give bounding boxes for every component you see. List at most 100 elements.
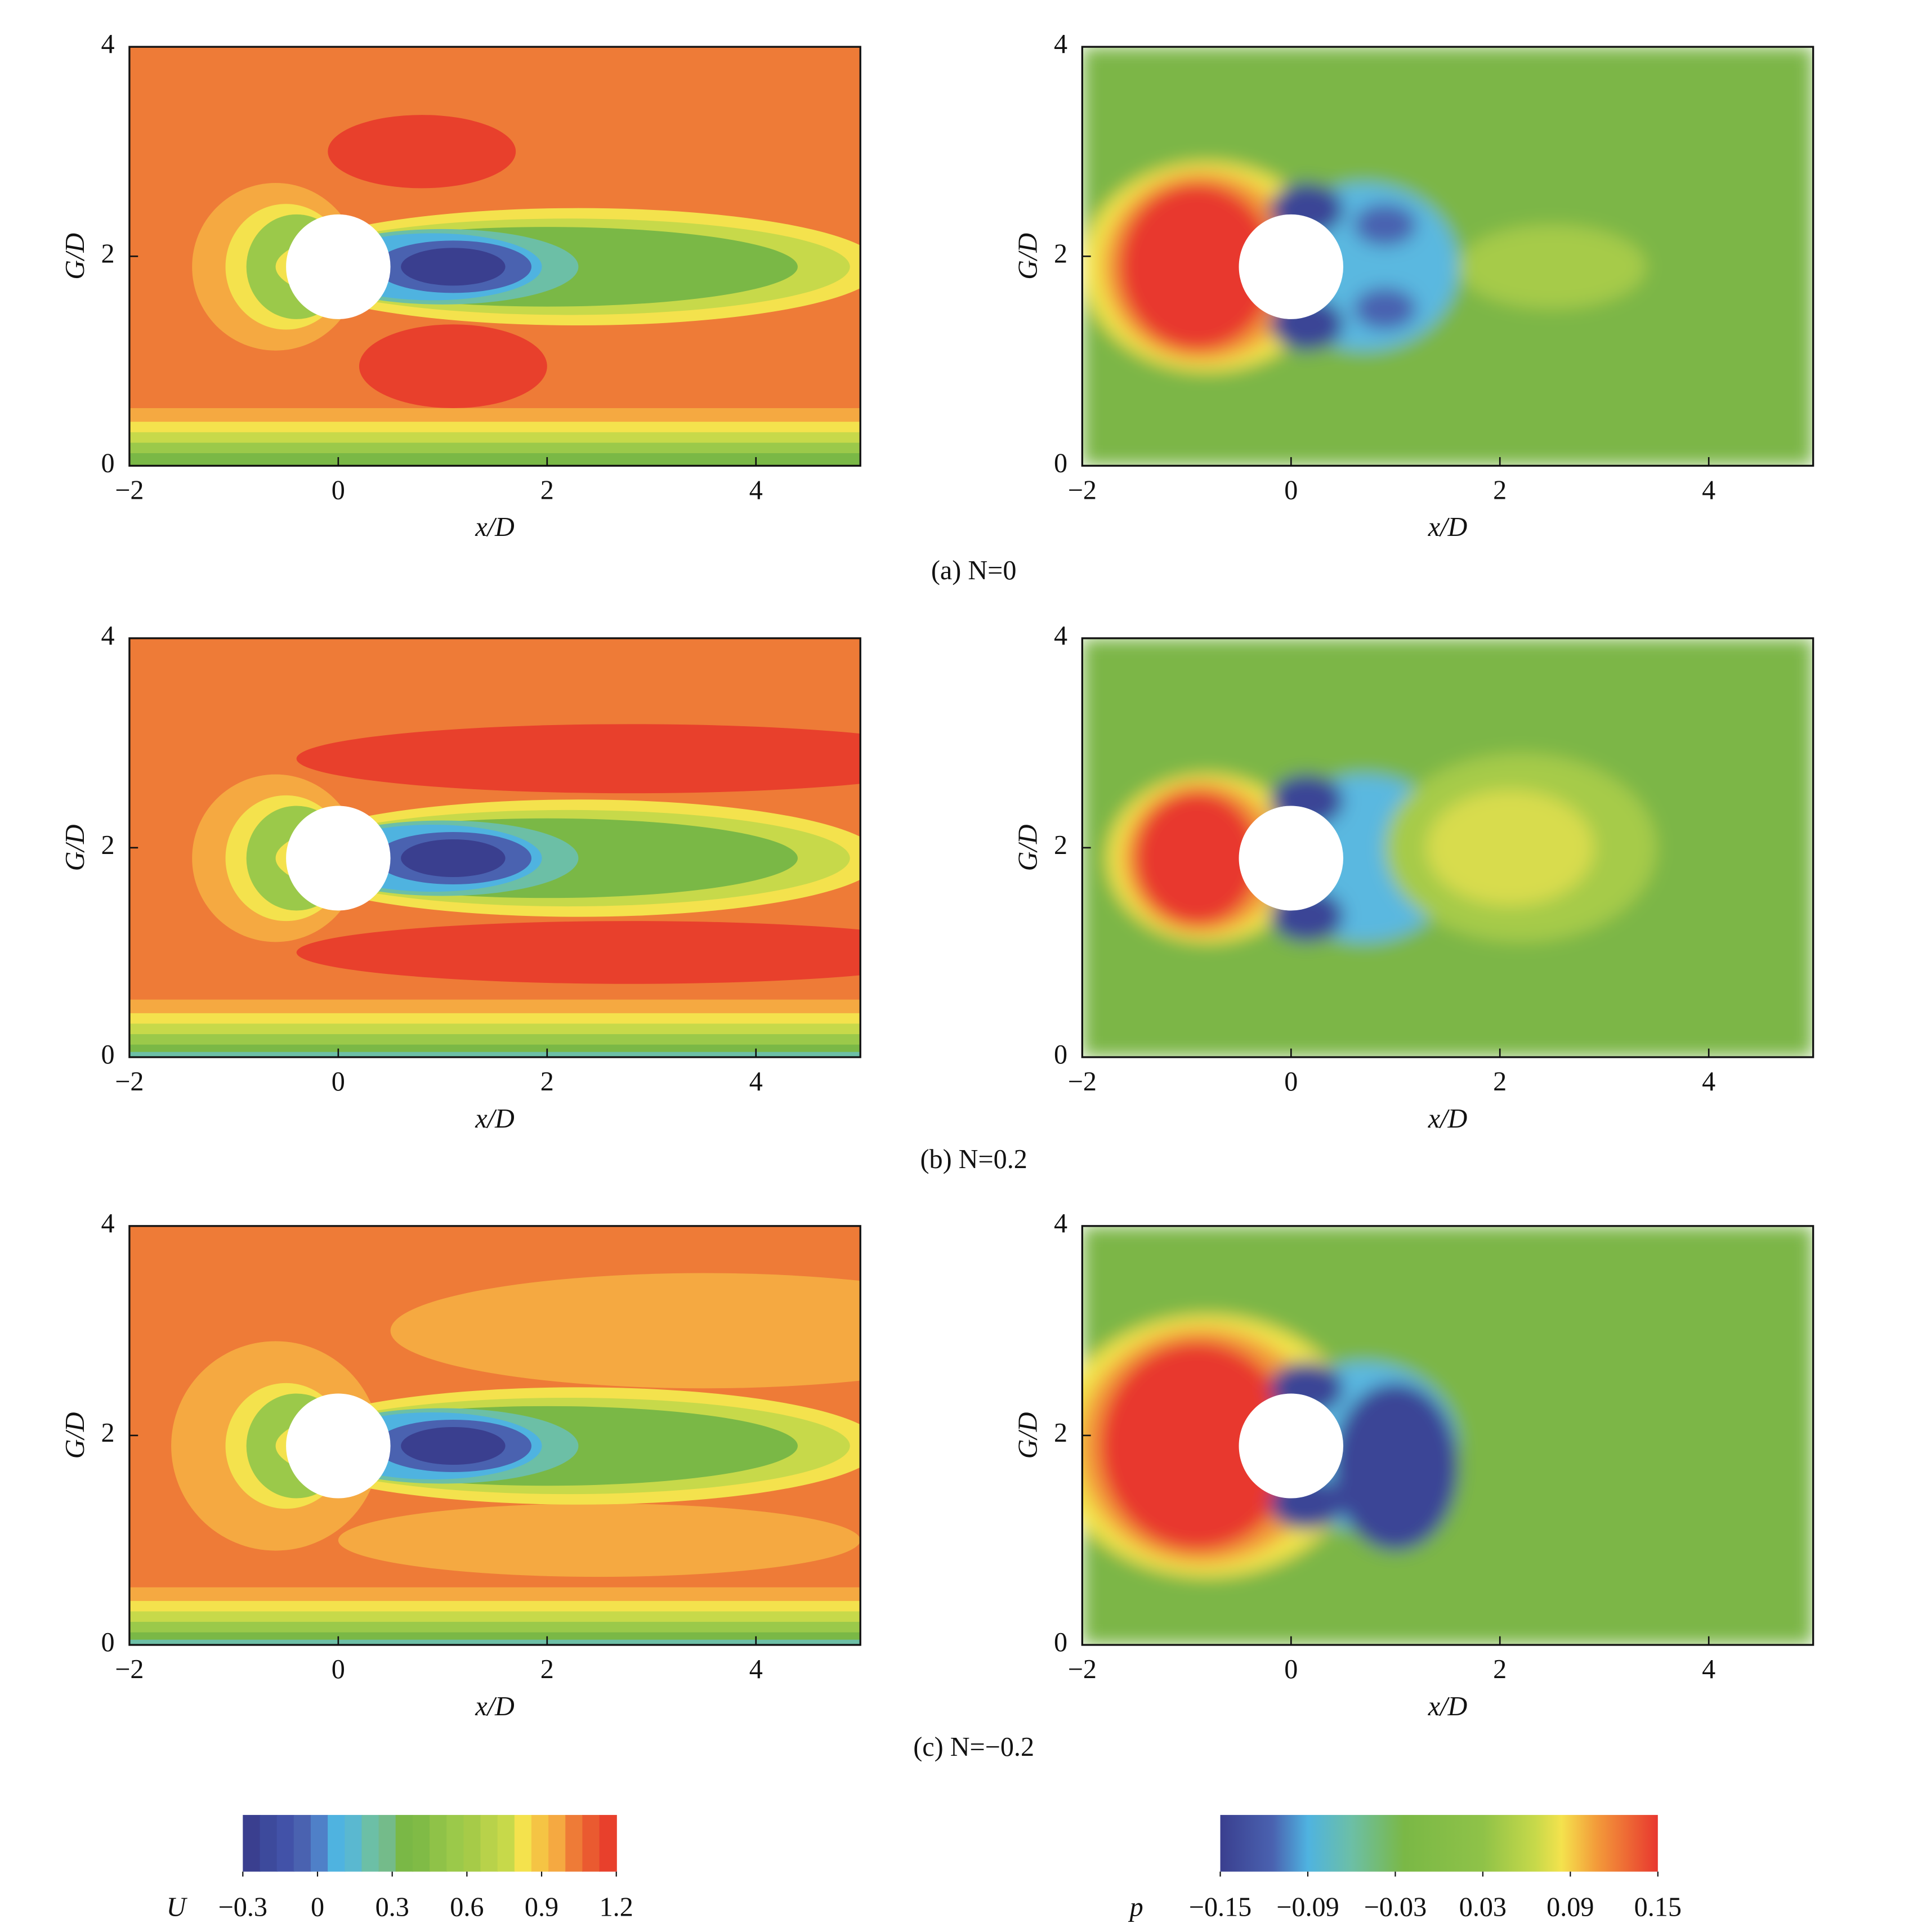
colorbar-tick-label: 0.03 bbox=[1459, 1893, 1507, 1922]
colorbar-swatch bbox=[599, 1815, 617, 1872]
contour-region bbox=[401, 839, 506, 877]
contour-region bbox=[401, 248, 506, 286]
y-tick-label: 4 bbox=[1054, 1209, 1067, 1238]
contour-region bbox=[1353, 288, 1416, 330]
colorbar-swatch bbox=[497, 1815, 515, 1872]
colorbar-tick-label: 0 bbox=[311, 1893, 324, 1922]
y-tick-label: 2 bbox=[101, 1418, 115, 1448]
x-axis-label: x/D bbox=[475, 512, 515, 542]
colorbar-swatch bbox=[430, 1815, 448, 1872]
y-axis-label: G/D bbox=[60, 233, 90, 280]
colorbar-swatch bbox=[463, 1815, 481, 1872]
y-tick-label: 2 bbox=[101, 239, 115, 269]
colorbar-tick-label: 1.2 bbox=[600, 1893, 633, 1922]
colorbar-swatch bbox=[310, 1815, 329, 1872]
contour-field bbox=[1082, 47, 1813, 466]
colorbar-swatch bbox=[480, 1815, 498, 1872]
x-tick-label: 0 bbox=[332, 1654, 345, 1684]
contour-region bbox=[328, 115, 516, 189]
contour-region bbox=[286, 1393, 391, 1499]
y-axis-label: G/D bbox=[60, 1412, 90, 1459]
contour-region bbox=[1333, 1383, 1459, 1551]
x-tick-label: 4 bbox=[749, 476, 763, 506]
colorbar-tick-label: 0.15 bbox=[1634, 1893, 1682, 1922]
contour-region bbox=[338, 1503, 861, 1577]
contour-band bbox=[129, 453, 861, 466]
x-axis-label: x/D bbox=[475, 1104, 515, 1134]
x-tick-label: 0 bbox=[332, 476, 345, 506]
colorbar-label: U bbox=[167, 1893, 188, 1922]
y-tick-label: 4 bbox=[101, 1209, 115, 1238]
contour-region bbox=[1458, 225, 1646, 309]
y-tick-label: 2 bbox=[1054, 239, 1067, 269]
y-axis-label: G/D bbox=[1013, 1412, 1043, 1459]
x-tick-label: 4 bbox=[749, 1067, 763, 1097]
contour-band bbox=[129, 1639, 861, 1645]
contour-region bbox=[390, 1273, 861, 1389]
contour-region bbox=[286, 214, 391, 319]
x-tick-label: 4 bbox=[749, 1654, 763, 1684]
contour-region bbox=[1119, 183, 1276, 351]
colorbar-swatch bbox=[582, 1815, 600, 1872]
y-tick-label: 0 bbox=[101, 1627, 115, 1657]
x-tick-label: −2 bbox=[115, 1654, 144, 1684]
x-tick-label: 2 bbox=[540, 476, 554, 506]
x-tick-label: 4 bbox=[1702, 1067, 1715, 1097]
x-tick-label: −2 bbox=[1068, 1067, 1097, 1097]
y-tick-label: 4 bbox=[101, 621, 115, 651]
colorbar-swatch bbox=[378, 1815, 396, 1872]
x-tick-label: 4 bbox=[1702, 1654, 1715, 1684]
x-tick-label: 4 bbox=[1702, 476, 1715, 506]
x-tick-label: −2 bbox=[115, 476, 144, 506]
colorbar-swatch bbox=[276, 1815, 294, 1872]
x-tick-label: 2 bbox=[540, 1067, 554, 1097]
colorbar-tick-label: 0.3 bbox=[376, 1893, 409, 1922]
x-tick-label: 2 bbox=[1493, 1654, 1507, 1684]
x-tick-label: −2 bbox=[1068, 1654, 1097, 1684]
y-tick-label: 2 bbox=[101, 830, 115, 860]
y-tick-label: 2 bbox=[1054, 830, 1067, 860]
contour-region bbox=[1427, 790, 1594, 906]
colorbar-swatch bbox=[293, 1815, 312, 1872]
contour-field bbox=[129, 1226, 861, 1645]
colorbar-tick-label: 0.6 bbox=[450, 1893, 484, 1922]
x-axis-label: x/D bbox=[1428, 1104, 1468, 1134]
y-axis-label: G/D bbox=[1013, 233, 1043, 280]
colorbar-swatch bbox=[565, 1815, 583, 1872]
colorbar-tick-label: −0.15 bbox=[1189, 1893, 1252, 1922]
contour-field bbox=[1082, 1226, 1813, 1645]
contour-region bbox=[296, 921, 861, 984]
colorbar-tick-label: −0.3 bbox=[218, 1893, 267, 1922]
y-tick-label: 4 bbox=[1054, 621, 1067, 651]
x-axis-label: x/D bbox=[1428, 1692, 1468, 1721]
y-tick-label: 0 bbox=[1054, 1040, 1067, 1070]
colorbar-tick-label: −0.09 bbox=[1276, 1893, 1339, 1922]
contour-region bbox=[1239, 806, 1344, 911]
colorbar-swatch bbox=[395, 1815, 413, 1872]
colorbar-tick-label: 0.09 bbox=[1547, 1893, 1594, 1922]
x-tick-label: −2 bbox=[115, 1067, 144, 1097]
colorbar-swatch bbox=[243, 1815, 261, 1872]
contour-region bbox=[1239, 214, 1344, 319]
y-tick-label: 4 bbox=[101, 29, 115, 59]
x-tick-label: 0 bbox=[1284, 1067, 1298, 1097]
x-axis-label: x/D bbox=[1428, 512, 1468, 542]
y-tick-label: 0 bbox=[101, 448, 115, 478]
colorbar-swatch bbox=[361, 1815, 379, 1872]
x-axis-label: x/D bbox=[475, 1692, 515, 1721]
x-tick-label: 2 bbox=[1493, 476, 1507, 506]
contour-region bbox=[359, 324, 547, 409]
colorbar-swatch bbox=[412, 1815, 431, 1872]
x-tick-label: 0 bbox=[1284, 476, 1298, 506]
contour-region bbox=[286, 806, 391, 911]
field-blur bbox=[1082, 638, 1813, 1057]
y-tick-label: 0 bbox=[1054, 448, 1067, 478]
y-tick-label: 0 bbox=[101, 1040, 115, 1070]
colorbar-gradient bbox=[1220, 1815, 1658, 1872]
colorbar-swatch bbox=[514, 1815, 533, 1872]
contour-field bbox=[129, 47, 861, 466]
y-tick-label: 2 bbox=[1054, 1418, 1067, 1448]
x-tick-label: −2 bbox=[1068, 476, 1097, 506]
